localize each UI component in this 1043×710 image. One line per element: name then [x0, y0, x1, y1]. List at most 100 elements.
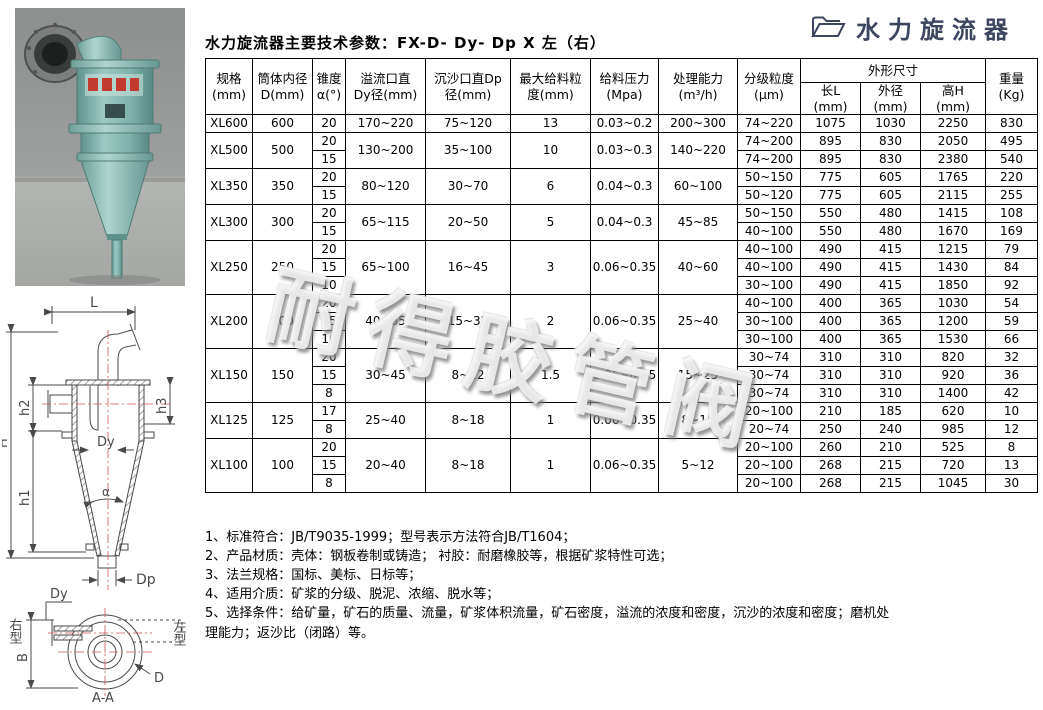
cell-height-h: 2250	[920, 114, 986, 134]
cell-grading-size: 30~74	[737, 366, 801, 386]
cell-weight: 30	[985, 474, 1038, 494]
cell-feed-pressure: 0.04~0.3	[590, 204, 659, 242]
cell-cone-angle: 15	[312, 150, 346, 170]
cell-weight: 830	[985, 114, 1038, 134]
brand-logo: 水力旋流器	[810, 10, 1016, 45]
cell-grading-size: 30~100	[737, 312, 801, 332]
cell-outer-dia: 830	[860, 132, 921, 152]
cell-height-h: 820	[920, 348, 986, 368]
cell-length-l: 895	[800, 132, 861, 152]
cell-model: XL200	[205, 294, 253, 350]
cell-capacity: 60~100	[658, 168, 738, 206]
cell-weight: 54	[985, 294, 1038, 314]
cell-spigot-dia: 15~32	[425, 294, 511, 350]
cell-max-feed-size: 10	[510, 132, 591, 170]
cell-outer-dia: 210	[860, 438, 921, 458]
dim-label-h3: h3	[155, 397, 170, 414]
dim-label-l: L	[90, 295, 98, 311]
cell-body-diameter: 300	[252, 204, 313, 242]
cell-cone-angle: 20	[312, 132, 346, 152]
cell-length-l: 268	[800, 474, 861, 494]
cell-weight: 32	[985, 348, 1038, 368]
cell-height-h: 620	[920, 402, 986, 422]
cell-overflow-dia: 80~120	[345, 168, 426, 206]
cell-outer-dia: 415	[860, 258, 921, 278]
cell-weight: 255	[985, 186, 1038, 206]
technical-drawing-art: L H h2 h3 Dy h1 α Dp Dy 右型 左型 B D A-A	[0, 295, 186, 706]
cell-body-diameter: 100	[252, 438, 313, 494]
dim-label-dp: Dp	[136, 572, 156, 588]
cell-grading-size: 20~100	[737, 456, 801, 476]
cell-height-h: 985	[920, 420, 986, 440]
table-row-xl600-20: XL600 600 20 170~220 75~120 13 0.03~0.2 200~300…	[205, 114, 1038, 134]
cell-feed-pressure: 0.06~0.35	[590, 438, 659, 494]
cell-feed-pressure: 0.03~0.2	[590, 114, 659, 134]
cell-length-l: 1075	[800, 114, 861, 134]
cell-cone-angle: 20	[312, 204, 346, 224]
photo-shadow	[69, 275, 161, 285]
cell-outer-dia: 365	[860, 312, 921, 332]
cell-height-h: 2380	[920, 150, 986, 170]
cell-cone-angle: 15	[312, 312, 346, 332]
cell-body-diameter: 125	[252, 402, 313, 440]
cell-outer-dia: 830	[860, 150, 921, 170]
cell-body-diameter: 350	[252, 168, 313, 206]
cell-outer-dia: 605	[860, 168, 921, 188]
cell-overflow-dia: 30~45	[345, 348, 426, 404]
cell-height-h: 1530	[920, 330, 986, 350]
table-row-xl250-10: 10 30~100 490 415 1850 92	[206, 276, 1038, 296]
notes: 1、标准符合：JB/T9035-1999；型号表示方法符合JB/T1604； 2…	[205, 528, 895, 643]
cell-grading-size: 30~74	[737, 348, 801, 368]
table-row-xl200-15: 15 30~100 400 365 1200 59	[206, 312, 1038, 332]
cell-grading-size: 40~100	[737, 222, 801, 242]
cell-body-diameter: 250	[252, 240, 313, 296]
table-row-xl150-20: XL150 150 20 30~45 8~22 1.5 0.06~0.35 15~25 30~7…	[205, 348, 1038, 404]
cell-spigot-dia: 75~120	[425, 114, 511, 134]
cell-weight: 36	[985, 366, 1038, 386]
cell-capacity: 45~85	[658, 204, 738, 242]
cell-outer-dia: 365	[860, 294, 921, 314]
cell-length-l: 210	[800, 402, 861, 422]
cell-length-l: 310	[800, 348, 861, 368]
cell-feed-pressure: 0.06~0.35	[590, 240, 659, 296]
cell-length-l: 400	[800, 312, 861, 332]
cell-max-feed-size: 1	[510, 438, 591, 494]
dim-label-h: H	[2, 438, 11, 448]
cell-length-l: 550	[800, 204, 861, 224]
cell-overflow-dia: 65~100	[345, 240, 426, 296]
header-height-h: 高H (mm)	[920, 81, 986, 116]
table-row-xl200-20: XL200 200 20 40~65 15~32 2 0.06~0.35 25~40 40~10…	[205, 294, 1038, 350]
photo-cone	[76, 132, 154, 279]
cell-outer-dia: 605	[860, 186, 921, 206]
spec-table-wrap: 规格 (mm) 筒体内径 D(mm) 锥度 α(°) 溢流口直 Dy径(mm) 沉沙口直…	[205, 57, 1038, 494]
cell-cone-angle: 20	[312, 114, 346, 134]
cell-body-diameter: 600	[252, 114, 313, 134]
cell-height-h: 720	[920, 456, 986, 476]
cell-weight: 79	[985, 240, 1038, 260]
cell-weight: 495	[985, 132, 1038, 152]
cell-spigot-dia: 16~45	[425, 240, 511, 296]
cell-spigot-dia: 8~18	[425, 402, 511, 440]
header-max-feed-size: 最大给料粒 度(mm)	[510, 57, 591, 116]
cell-weight: 42	[985, 384, 1038, 404]
centerlines	[42, 330, 172, 696]
cell-cone-angle: 15	[312, 258, 346, 278]
header-outer-dia: 外径 (mm)	[860, 81, 921, 116]
dim-label-d: D	[154, 671, 164, 686]
cell-length-l: 268	[800, 456, 861, 476]
dim-label-b: B	[16, 653, 31, 662]
cell-length-l: 400	[800, 294, 861, 314]
cell-cone-angle: 8	[312, 420, 346, 440]
cell-cone-angle: 20	[312, 240, 346, 260]
cell-capacity: 25~40	[658, 294, 738, 350]
cell-cone-angle: 8	[312, 384, 346, 404]
cell-length-l: 775	[800, 186, 861, 206]
table-row-xl125-17: XL125 125 17 25~40 8~18 1 0.06~0.35 8~15 20~100 2…	[205, 402, 1038, 440]
cell-outer-dia: 1030	[860, 114, 921, 134]
cell-model: XL600	[205, 114, 253, 134]
brand-text: 水力旋流器	[856, 15, 1016, 44]
cell-height-h: 1030	[920, 294, 986, 314]
cell-length-l: 310	[800, 384, 861, 404]
table-row-xl300-20: XL300 300 20 65~115 20~50 5 0.04~0.3 45~85 50~15…	[205, 204, 1038, 242]
